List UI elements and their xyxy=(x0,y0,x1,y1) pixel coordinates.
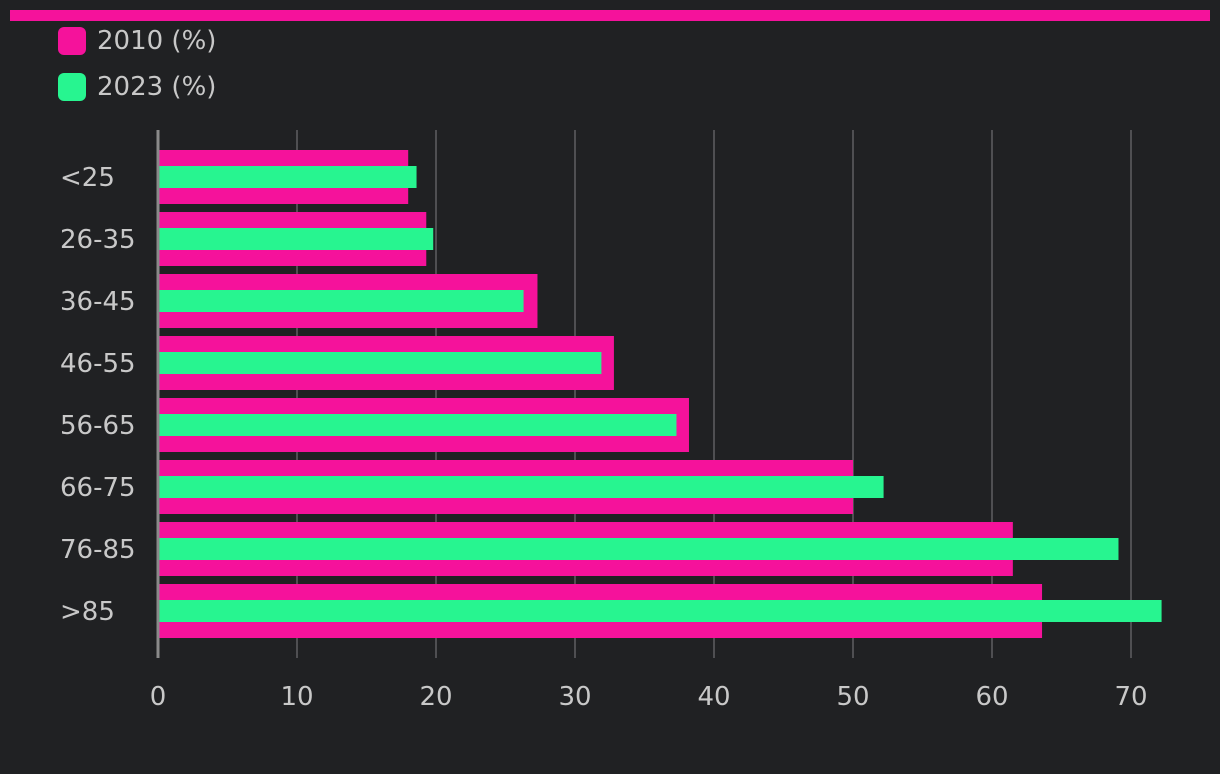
top-accent-bar xyxy=(10,10,1210,21)
y-category-label-7: >85 xyxy=(60,597,115,627)
legend-item-2010: 2010 (%) xyxy=(58,26,216,56)
bar-2023-6 xyxy=(158,538,1119,560)
y-category-label-5: 66-75 xyxy=(60,473,136,503)
bar-2023-7 xyxy=(158,600,1162,622)
y-category-label-3: 46-55 xyxy=(60,349,136,379)
y-category-label-0: <25 xyxy=(60,163,115,193)
x-tick-label-20: 20 xyxy=(419,682,452,712)
x-tick-label-50: 50 xyxy=(836,682,869,712)
bar-2023-1 xyxy=(158,228,434,250)
legend: 2010 (%) 2023 (%) xyxy=(58,26,216,118)
y-category-label-2: 36-45 xyxy=(60,287,136,317)
legend-item-2023: 2023 (%) xyxy=(58,72,216,102)
bar-2023-5 xyxy=(158,476,884,498)
bar-2023-4 xyxy=(158,414,677,436)
y-category-label-4: 56-65 xyxy=(60,411,136,441)
x-tick-label-40: 40 xyxy=(697,682,730,712)
x-tick-label-60: 60 xyxy=(975,682,1008,712)
legend-label-2023: 2023 (%) xyxy=(97,72,217,102)
x-tick-label-30: 30 xyxy=(558,682,591,712)
bar-2023-0 xyxy=(158,166,417,188)
legend-label-2010: 2010 (%) xyxy=(97,26,217,56)
legend-swatch-2023 xyxy=(58,73,86,101)
legend-swatch-2010 xyxy=(58,27,86,55)
y-category-label-1: 26-35 xyxy=(60,225,136,255)
bar-2023-3 xyxy=(158,352,602,374)
x-tick-label-0: 0 xyxy=(150,682,167,712)
x-tick-label-10: 10 xyxy=(280,682,313,712)
y-category-label-6: 76-85 xyxy=(60,535,136,565)
bar-2023-2 xyxy=(158,290,524,312)
x-tick-label-70: 70 xyxy=(1114,682,1147,712)
